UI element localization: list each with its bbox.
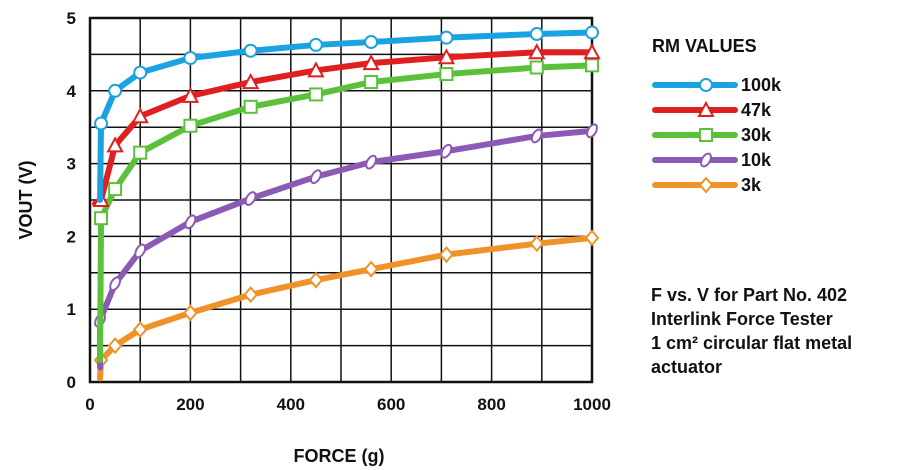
data-point-100k: [94, 116, 109, 131]
data-point-10k: [440, 143, 453, 159]
x-tick-label: 600: [377, 395, 405, 414]
data-point-100k: [529, 27, 544, 42]
legend-swatch-marker: [700, 152, 712, 168]
x-tick-label: 200: [176, 395, 204, 414]
data-point-10k: [244, 191, 257, 206]
data-point-47k: [528, 43, 546, 60]
data-point-10k: [309, 169, 322, 185]
data-point-10k: [184, 214, 197, 230]
data-point-3k: [308, 271, 324, 289]
legend-item-100k: 100k: [652, 75, 782, 95]
data-point-3k: [107, 337, 123, 355]
series-layer: [92, 25, 601, 382]
tick-labels: 0 200 400 600 800 1000 0 1 2 3 4 5: [67, 9, 611, 414]
data-point-47k: [241, 72, 260, 90]
y-tick-label: 4: [67, 82, 77, 101]
grid: [89, 17, 593, 383]
data-point-3k: [584, 229, 600, 247]
legend-swatch-marker: [697, 100, 715, 117]
data-point-30k: [439, 67, 454, 82]
series-47k: [92, 43, 601, 207]
y-tick-label: 5: [67, 9, 76, 28]
data-point-3k: [439, 246, 454, 264]
data-point-30k: [308, 87, 323, 102]
y-tick-label: 3: [67, 155, 76, 174]
data-point-30k: [133, 145, 148, 160]
legend-swatch-marker: [698, 176, 714, 194]
data-point-47k: [131, 107, 149, 124]
y-tick-label: 2: [67, 227, 76, 246]
x-tick-label: 400: [277, 395, 305, 414]
legend-item-3k: 3k: [652, 175, 762, 195]
legend-title: RM VALUES: [652, 36, 757, 56]
y-tick-label: 0: [67, 373, 76, 392]
annotation-line: F vs. V for Part No. 402: [651, 285, 848, 305]
data-point-3k: [183, 304, 198, 322]
data-point-100k: [439, 30, 454, 45]
axes: [88, 16, 594, 384]
legend-label: 3k: [741, 175, 762, 195]
legend-item-10k: 10k: [652, 150, 772, 170]
data-point-30k: [183, 118, 198, 133]
annotation-line: actuator: [651, 357, 723, 377]
data-point-100k: [243, 43, 258, 58]
data-point-30k: [529, 60, 544, 75]
x-tick-label: 800: [477, 395, 505, 414]
data-point-100k: [108, 83, 123, 98]
plot-frame: [88, 16, 594, 384]
series-10k: [94, 123, 598, 371]
legend-label: 100k: [741, 75, 782, 95]
legend-item-47k: 47k: [652, 100, 772, 120]
data-point-30k: [94, 211, 109, 226]
data-point-30k: [364, 75, 379, 90]
data-point-10k: [365, 154, 378, 170]
x-tick-label: 1000: [573, 395, 611, 414]
data-point-100k: [364, 35, 379, 50]
data-point-47k: [106, 136, 124, 153]
annotation-line: 1 cm² circular flat metal: [651, 333, 853, 353]
legend-swatch-marker: [699, 78, 713, 92]
annotation: F vs. V for Part No. 402 Interlink Force…: [651, 283, 913, 379]
data-point-100k: [585, 25, 599, 40]
data-point-3k: [243, 286, 258, 304]
series-30k: [94, 58, 599, 364]
data-point-100k: [133, 65, 148, 80]
legend-item-30k: 30k: [652, 125, 772, 145]
legend-label: 10k: [741, 150, 772, 170]
y-tick-label: 1: [67, 300, 76, 319]
data-point-3k: [132, 321, 148, 339]
series-100k: [94, 25, 599, 203]
x-axis-label: FORCE (g): [294, 446, 385, 466]
data-point-10k: [586, 123, 598, 139]
legend-label: 47k: [741, 100, 772, 120]
data-point-3k: [363, 260, 379, 278]
data-point-47k: [307, 61, 325, 78]
annotation-line: Interlink Force Tester: [651, 309, 833, 329]
data-point-10k: [530, 128, 543, 144]
legend: 100k 47k 30k 10k 3k: [652, 75, 782, 195]
data-point-47k: [583, 43, 601, 60]
data-point-47k: [437, 48, 456, 65]
legend-label: 30k: [741, 125, 772, 145]
x-tick-label: 0: [85, 395, 94, 414]
data-point-10k: [109, 276, 122, 292]
data-point-3k: [529, 235, 545, 253]
data-point-30k: [585, 58, 599, 73]
data-point-10k: [134, 243, 147, 259]
data-point-47k: [181, 86, 200, 103]
data-point-30k: [108, 182, 123, 197]
data-point-100k: [308, 37, 323, 52]
series-3k: [93, 229, 600, 382]
data-point-47k: [362, 54, 380, 71]
data-point-100k: [183, 51, 198, 66]
data-point-30k: [243, 99, 258, 114]
y-axis-label: VOUT (V): [16, 160, 36, 239]
legend-swatch-marker: [699, 128, 713, 142]
